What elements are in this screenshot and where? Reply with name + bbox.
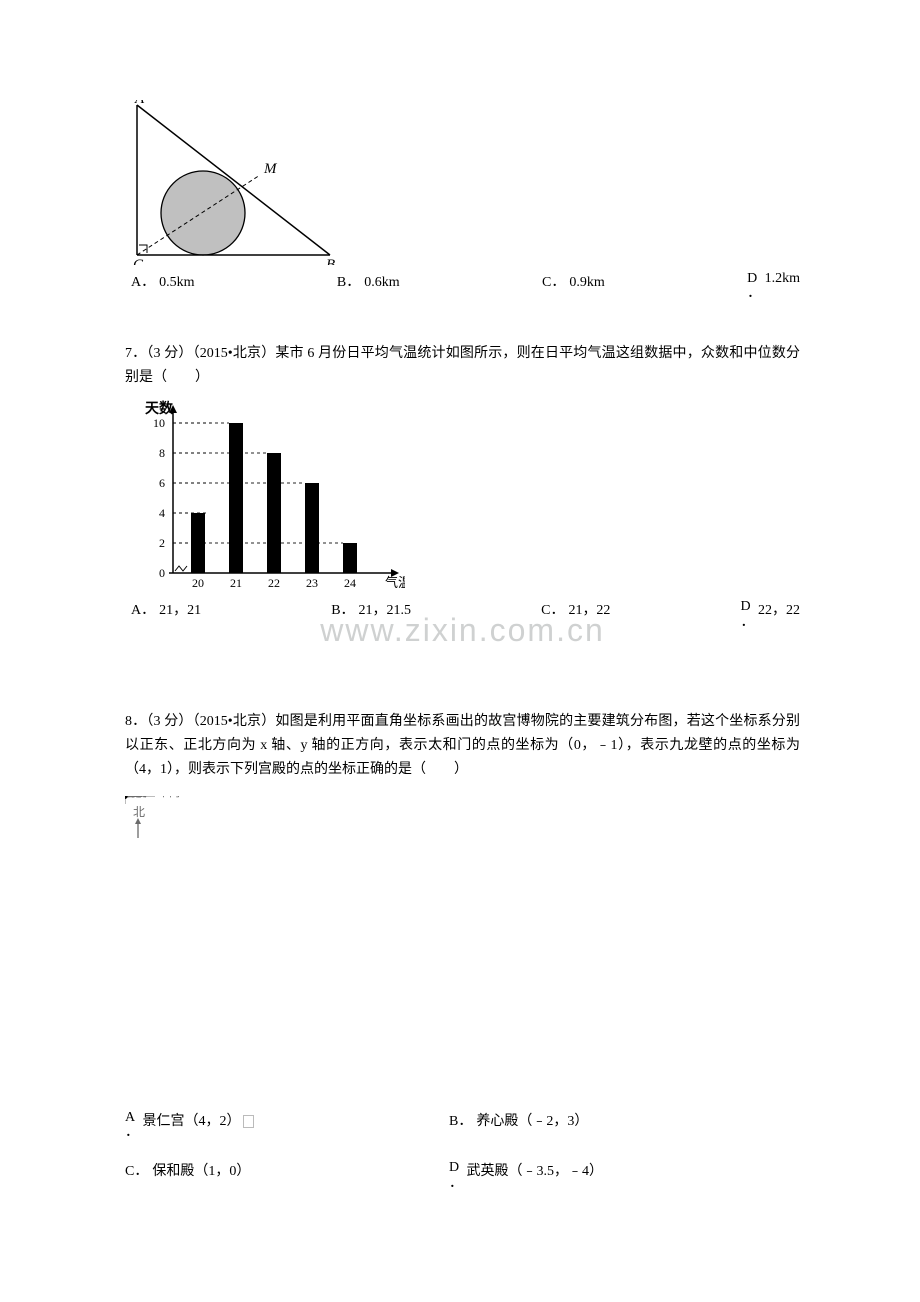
q7-bar-chart: 02468102021222324天数气温/℃ [125,393,405,593]
q6-triangle-circle-figure: A C B M [125,100,345,265]
svg-text:北: 北 [133,805,145,819]
svg-text:21: 21 [230,576,242,590]
q8-text: 8．（3 分）（2015•北京）如图是利用平面直角坐标系画出的故宫博物院的主要建… [125,710,800,781]
q6-opt-c: C．0.9km [542,271,605,302]
q6-opt-d: D． 1.2km [747,271,800,302]
svg-text:8: 8 [159,446,165,460]
q7-opt-c: C．21，22 [541,599,610,630]
svg-text:6: 6 [159,476,165,490]
q6-options: A．0.5km B．0.6km C．0.9km D． 1.2km [125,271,800,302]
svg-text:20: 20 [192,576,204,590]
q7-options: A．21，21 B．21，21.5 C．21，22 D． 22，22 [125,599,800,630]
q6-opt-a: A．0.5km [131,271,195,302]
q8-opt-b: B．养心殿（﹣2，3） [449,1110,773,1141]
svg-text:A: A [134,100,145,107]
q8-opt-a: A． 景仁宫（4，2） [125,1110,449,1141]
svg-text:M: M [263,161,278,177]
svg-text:10: 10 [153,416,165,430]
svg-text:B: B [326,257,335,265]
q6-opt-b: B．0.6km [337,271,400,302]
svg-text:0: 0 [159,566,165,580]
q7-opt-b: B．21，21.5 [331,599,411,630]
q7-opt-d: D． 22，22 [741,599,801,630]
svg-text:2: 2 [159,536,165,550]
svg-text:气温/℃: 气温/℃ [385,575,405,590]
svg-text:天数: 天数 [145,400,174,417]
q8-options: A． 景仁宫（4，2） B．养心殿（﹣2，3） C．保和殿（1，0） D． 武英… [125,1110,800,1212]
svg-text:4: 4 [159,506,165,520]
svg-text:华门: 华门 [158,796,180,799]
svg-text:C: C [133,257,144,265]
q7-opt-a: A．21，21 [131,599,201,630]
svg-text:22: 22 [268,576,280,590]
q8-opt-d: D． 武英殿（﹣3.5，﹣4） [449,1160,773,1191]
q8-opt-c: C．保和殿（1，0） [125,1160,449,1191]
svg-text:24: 24 [344,576,356,590]
q7-text: 7．（3 分）（2015•北京）某市 6 月份日平均气温统计如图所示，则在日平均… [125,342,800,390]
svg-text:23: 23 [306,576,318,590]
q8-palace-map: 北角楼神武门角楼御花园乾清宫景仁宫养心殿乾清门保和殿九龙壁中和殿太和门武英殿西华… [125,796,405,1086]
